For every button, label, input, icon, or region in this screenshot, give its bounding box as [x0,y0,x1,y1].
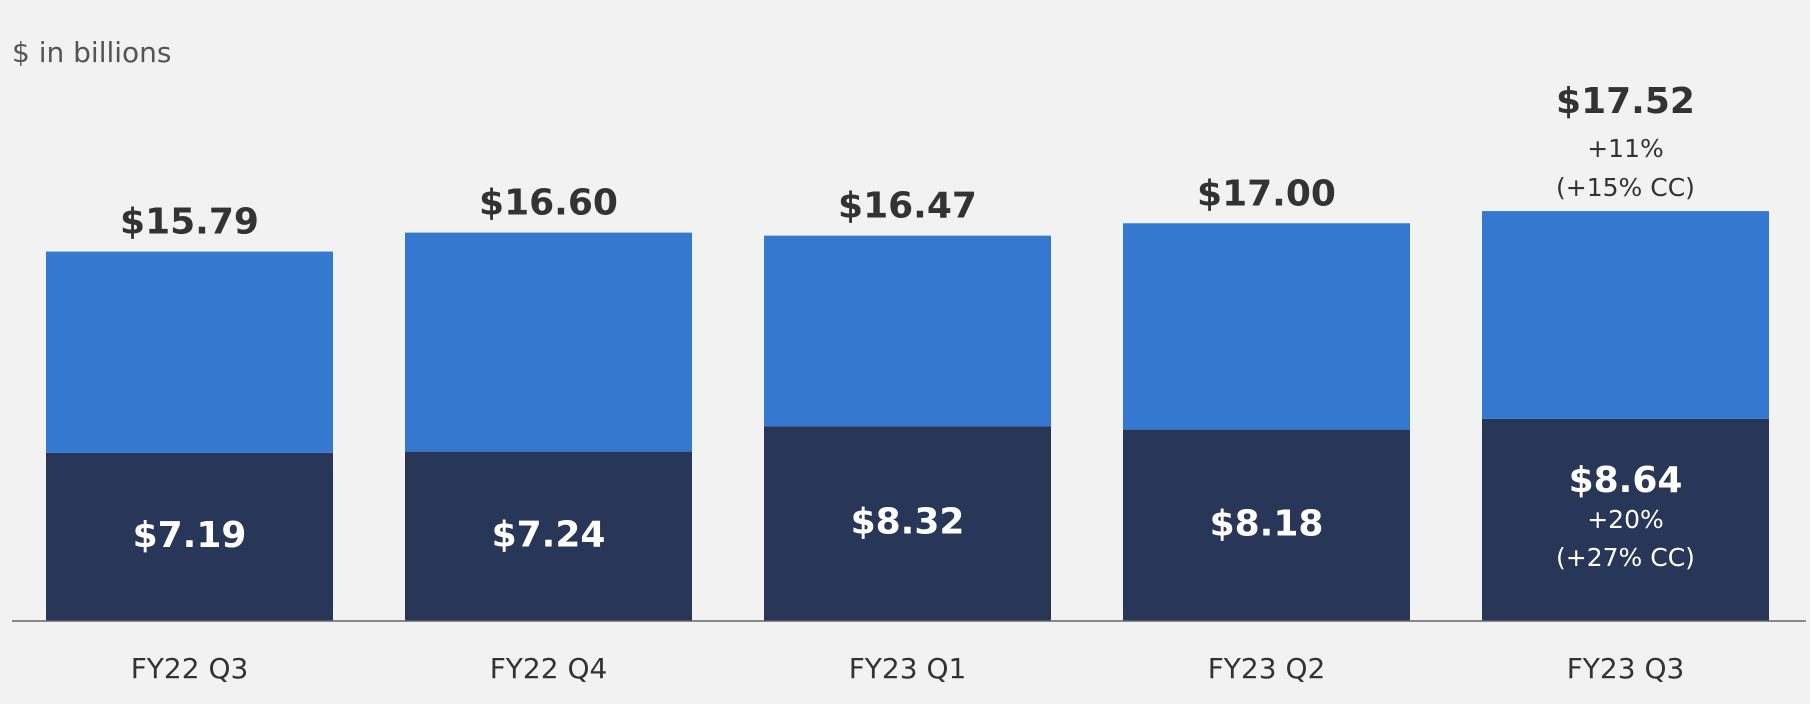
segment-label: $7.19 [133,515,247,556]
total-label: $17.00 [1197,173,1336,214]
bar-segment [1123,223,1410,430]
bar-segment [46,452,333,621]
segment-note: (+27% CC) [1556,543,1695,572]
bar-segment [1482,418,1769,621]
total-label: $16.47 [838,186,977,227]
total-note: +11% [1587,134,1664,163]
chart-subtitle: $ in billions [12,36,172,69]
x-tick-label: FY23 Q1 [849,652,967,685]
total-label: $16.60 [479,183,618,224]
bar-segment [1123,429,1410,621]
x-tick-label: FY23 Q2 [1208,652,1326,685]
segment-note: +20% [1587,505,1664,534]
total-label: $17.52 [1556,81,1695,122]
segment-label: $8.32 [851,502,965,543]
segment-label: $8.18 [1210,503,1324,544]
bar-segment [764,235,1051,427]
total-note: (+15% CC) [1556,173,1695,202]
bar-segment [405,451,692,621]
segment-label: $7.24 [492,514,606,555]
bar-segment [46,251,333,453]
x-tick-label: FY22 Q4 [490,652,608,685]
bar-segment [405,232,692,452]
total-label: $15.79 [120,202,259,243]
bar-segment [764,426,1051,621]
segment-label: $8.64 [1569,460,1683,501]
bar-segment [1482,211,1769,419]
x-tick-label: FY22 Q3 [131,652,249,685]
x-tick-label: FY23 Q3 [1567,652,1685,685]
